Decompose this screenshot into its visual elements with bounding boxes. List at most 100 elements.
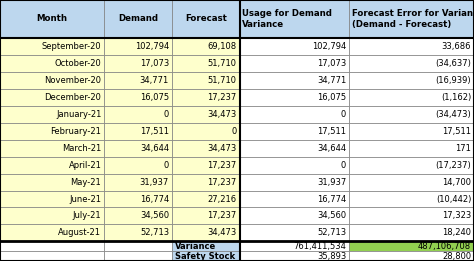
Text: (1,162): (1,162) [441, 93, 471, 102]
Bar [172, 140, 239, 157]
Bar [349, 72, 474, 89]
Bar [172, 207, 239, 224]
Text: 17,237: 17,237 [208, 161, 237, 170]
Text: March-21: March-21 [62, 144, 101, 153]
Bar [0, 140, 104, 157]
Bar [239, 0, 349, 38]
Bar [0, 174, 104, 191]
Text: Demand: Demand [118, 14, 158, 23]
Text: 0: 0 [341, 110, 346, 119]
Text: 35,893: 35,893 [317, 252, 346, 260]
Bar [172, 0, 239, 38]
Bar [104, 0, 172, 38]
Bar [104, 191, 172, 207]
Text: 33,686: 33,686 [442, 42, 471, 51]
Text: 14,700: 14,700 [442, 177, 471, 187]
Text: 34,644: 34,644 [317, 144, 346, 153]
Bar [172, 38, 239, 55]
Text: 171: 171 [456, 144, 471, 153]
Text: 69,108: 69,108 [208, 42, 237, 51]
Text: 102,794: 102,794 [135, 42, 169, 51]
Bar [172, 55, 239, 72]
Bar [239, 174, 349, 191]
Text: (34,637): (34,637) [435, 59, 471, 68]
Bar [349, 0, 474, 38]
Text: 28,800: 28,800 [442, 252, 471, 260]
Bar [104, 55, 172, 72]
Bar [239, 55, 349, 72]
Text: 52,713: 52,713 [317, 228, 346, 238]
Bar [349, 106, 474, 123]
Bar [172, 72, 239, 89]
Bar [349, 157, 474, 174]
Bar [172, 157, 239, 174]
Bar [104, 140, 172, 157]
Bar [349, 89, 474, 106]
Bar [0, 224, 104, 241]
Text: November-20: November-20 [45, 76, 101, 85]
Text: 51,710: 51,710 [208, 76, 237, 85]
Bar [172, 241, 239, 251]
Text: 487,106,708: 487,106,708 [418, 242, 471, 251]
Text: (10,442): (10,442) [436, 194, 471, 204]
Bar [0, 89, 104, 106]
Bar [0, 55, 104, 72]
Text: 17,073: 17,073 [140, 59, 169, 68]
Text: December-20: December-20 [45, 93, 101, 102]
Text: 34,644: 34,644 [140, 144, 169, 153]
Text: 27,216: 27,216 [208, 194, 237, 204]
Text: 0: 0 [341, 161, 346, 170]
Bar [239, 38, 349, 55]
Bar [104, 123, 172, 140]
Bar [239, 251, 349, 261]
Text: 34,473: 34,473 [208, 110, 237, 119]
Bar [0, 157, 104, 174]
Text: May-21: May-21 [71, 177, 101, 187]
Text: February-21: February-21 [50, 127, 101, 136]
Bar [104, 89, 172, 106]
Text: 31,937: 31,937 [317, 177, 346, 187]
Text: Month: Month [36, 14, 68, 23]
Text: 34,771: 34,771 [317, 76, 346, 85]
Bar [349, 224, 474, 241]
Bar [172, 106, 239, 123]
Bar [239, 207, 349, 224]
Text: 17,511: 17,511 [317, 127, 346, 136]
Text: Usage for Demand
Variance: Usage for Demand Variance [242, 9, 332, 29]
Bar [349, 55, 474, 72]
Text: 17,511: 17,511 [140, 127, 169, 136]
Text: Safety Stock: Safety Stock [175, 252, 235, 260]
Text: 17,073: 17,073 [317, 59, 346, 68]
Text: 52,713: 52,713 [140, 228, 169, 238]
Bar [104, 207, 172, 224]
Bar [239, 224, 349, 241]
Bar [104, 38, 172, 55]
Bar [0, 241, 104, 251]
Text: 16,075: 16,075 [140, 93, 169, 102]
Bar [172, 89, 239, 106]
Text: 34,560: 34,560 [140, 211, 169, 221]
Text: 17,511: 17,511 [442, 127, 471, 136]
Bar [0, 106, 104, 123]
Bar [0, 0, 104, 38]
Bar [104, 251, 172, 261]
Bar [239, 140, 349, 157]
Text: (16,939): (16,939) [436, 76, 471, 85]
Bar [104, 241, 172, 251]
Text: 16,075: 16,075 [317, 93, 346, 102]
Text: 0: 0 [164, 110, 169, 119]
Text: October-20: October-20 [55, 59, 101, 68]
Bar [239, 241, 349, 251]
Bar [0, 191, 104, 207]
Bar [0, 38, 104, 55]
Text: Variance: Variance [175, 242, 216, 251]
Bar [349, 38, 474, 55]
Text: 34,473: 34,473 [208, 228, 237, 238]
Bar [349, 174, 474, 191]
Bar [104, 174, 172, 191]
Bar [172, 191, 239, 207]
Text: August-21: August-21 [58, 228, 101, 238]
Bar [172, 224, 239, 241]
Text: 0: 0 [164, 161, 169, 170]
Bar [239, 157, 349, 174]
